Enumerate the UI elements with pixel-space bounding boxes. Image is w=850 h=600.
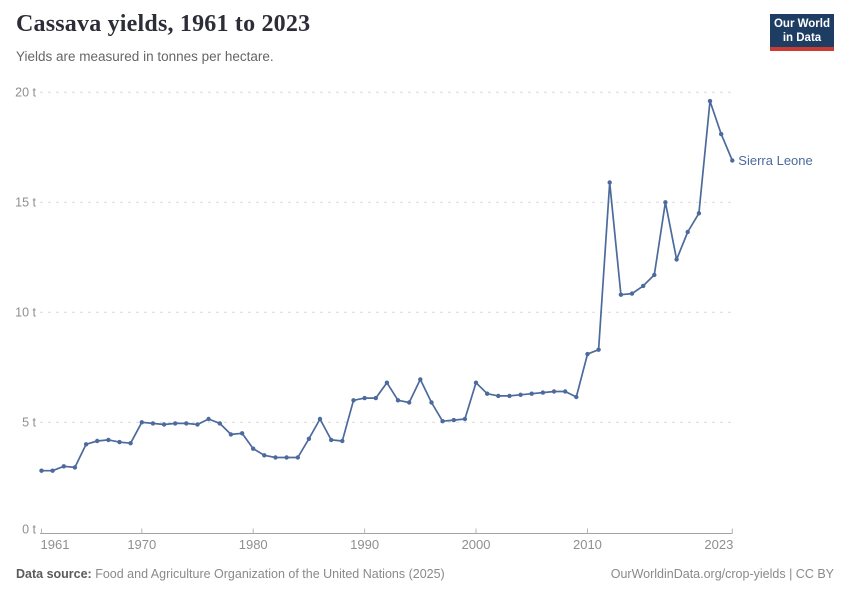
data-point[interactable]	[607, 180, 612, 185]
x-axis-tick-label: 2010	[573, 537, 602, 552]
data-point[interactable]	[663, 200, 668, 205]
data-point[interactable]	[629, 291, 635, 296]
data-point[interactable]	[496, 393, 501, 399]
data-point[interactable]	[83, 442, 89, 447]
data-point[interactable]	[39, 468, 44, 473]
cc-by-link[interactable]: CC BY	[795, 567, 834, 581]
data-point[interactable]	[507, 393, 512, 399]
data-point[interactable]	[340, 438, 345, 444]
data-point[interactable]	[373, 395, 378, 401]
data-point[interactable]	[730, 158, 735, 163]
data-point[interactable]	[139, 420, 144, 425]
data-point[interactable]	[518, 392, 523, 397]
data-point[interactable]	[685, 229, 690, 235]
data-point[interactable]	[462, 416, 468, 422]
data-point[interactable]	[206, 416, 211, 422]
data-point[interactable]	[195, 422, 200, 427]
attribution-separator: |	[785, 567, 796, 581]
data-point[interactable]	[529, 391, 534, 396]
data-point[interactable]	[173, 421, 178, 426]
data-point[interactable]	[384, 380, 390, 385]
chart-footer: Data source: Food and Agriculture Organi…	[16, 566, 834, 582]
data-point[interactable]	[473, 380, 479, 385]
data-point[interactable]	[184, 421, 189, 426]
data-source-label: Data source:	[16, 567, 92, 581]
x-axis-tick-label: 2000	[462, 537, 491, 552]
data-point[interactable]	[351, 398, 356, 403]
data-point[interactable]	[306, 436, 312, 441]
owid-logo-line1: Our World	[773, 18, 830, 30]
data-point[interactable]	[329, 437, 334, 443]
data-point[interactable]	[217, 421, 222, 426]
y-axis-tick-label: 20 t	[15, 85, 36, 99]
data-point[interactable]	[150, 421, 156, 426]
chart-subtitle: Yields are measured in tonnes per hectar…	[16, 49, 274, 64]
data-point[interactable]	[707, 98, 713, 104]
data-point[interactable]	[674, 257, 679, 262]
data-point[interactable]	[395, 398, 401, 403]
data-point[interactable]	[251, 446, 256, 451]
owid-logo[interactable]: Our World in Data	[770, 14, 834, 51]
y-axis-tick-label: 15 t	[15, 195, 36, 209]
data-point[interactable]	[72, 465, 78, 470]
data-point[interactable]	[652, 272, 657, 278]
data-source: Data source: Food and Agriculture Organi…	[16, 566, 445, 582]
data-point[interactable]	[618, 292, 624, 297]
data-point[interactable]	[273, 455, 278, 460]
owid-url-link[interactable]: OurWorldinData.org/crop-yields	[610, 567, 786, 581]
x-axis-tick-label: 1970	[127, 537, 156, 552]
attribution: OurWorldinData.org/crop-yields | CC BY	[611, 566, 834, 582]
data-point[interactable]	[696, 211, 702, 216]
data-point[interactable]	[563, 389, 568, 394]
y-axis-tick-label: 10 t	[15, 305, 36, 319]
x-axis-tick-label: 1990	[350, 537, 379, 552]
x-axis-tick-label: 1961	[41, 537, 70, 552]
data-point[interactable]	[239, 431, 245, 436]
data-point[interactable]	[540, 390, 546, 395]
data-point[interactable]	[362, 395, 367, 401]
owid-logo-line2: in Data	[782, 32, 822, 44]
data-point[interactable]	[440, 419, 445, 424]
data-point[interactable]	[485, 391, 490, 396]
data-point[interactable]	[95, 438, 100, 444]
y-axis-tick-label: 5 t	[22, 415, 36, 429]
data-point[interactable]	[50, 468, 55, 473]
data-point[interactable]	[574, 394, 579, 400]
data-point[interactable]	[106, 437, 111, 443]
data-point[interactable]	[585, 351, 590, 357]
data-point[interactable]	[596, 347, 601, 352]
data-point[interactable]	[117, 439, 122, 445]
data-point[interactable]	[641, 283, 646, 289]
data-point[interactable]	[61, 464, 66, 469]
data-point[interactable]	[284, 455, 289, 460]
data-source-text: Food and Agriculture Organization of the…	[91, 567, 445, 581]
data-point[interactable]	[128, 441, 133, 446]
data-point[interactable]	[262, 453, 267, 458]
data-point[interactable]	[295, 455, 300, 460]
y-axis-tick-label: 0 t	[22, 522, 36, 536]
series-line[interactable]	[40, 100, 734, 472]
chart-title: Cassava yields, 1961 to 2023	[16, 11, 311, 37]
x-axis-tick-label: 1980	[239, 537, 268, 552]
series-entity-label[interactable]: Sierra Leone	[738, 153, 812, 168]
data-point[interactable]	[719, 131, 724, 137]
data-point[interactable]	[451, 417, 456, 423]
data-point[interactable]	[228, 432, 234, 437]
data-point[interactable]	[407, 400, 412, 405]
data-point[interactable]	[161, 422, 167, 427]
x-axis-tick-label: 2023	[704, 537, 733, 552]
data-point[interactable]	[551, 389, 557, 394]
data-point[interactable]	[418, 377, 423, 382]
data-point[interactable]	[429, 400, 434, 405]
data-point[interactable]	[317, 416, 323, 422]
